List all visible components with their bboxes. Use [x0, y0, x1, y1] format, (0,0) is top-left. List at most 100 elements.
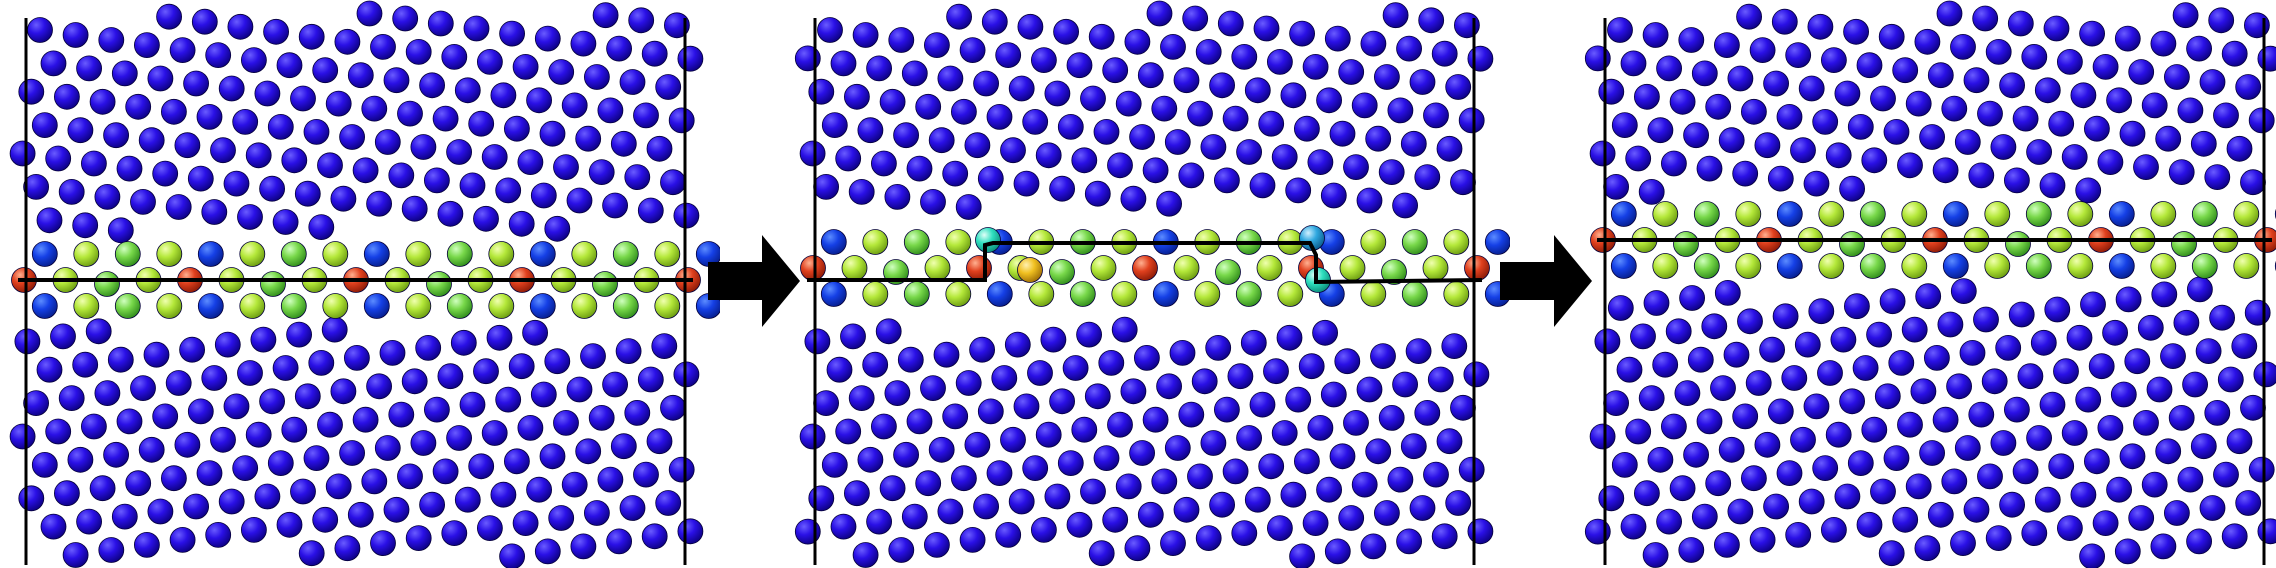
bulk-atom — [352, 406, 379, 433]
bulk-atom — [1927, 501, 1954, 528]
bulk-atom — [1378, 404, 1405, 431]
bulk-atom — [1642, 22, 1669, 48]
bulk-atom — [36, 207, 63, 234]
bulk-atom — [1732, 160, 1759, 187]
boundary-atom — [1132, 255, 1158, 281]
bulk-atom — [1825, 421, 1852, 448]
bulk-atom — [276, 52, 303, 79]
bulk-atom — [18, 485, 45, 512]
bulk-atom — [1812, 109, 1839, 135]
bulk-atom — [651, 333, 678, 360]
bulk-atom — [1370, 343, 1396, 370]
bulk-atom — [534, 25, 561, 52]
bulk-atom — [619, 69, 646, 95]
bulk-atom — [330, 185, 357, 212]
bulk-atom — [973, 493, 999, 520]
bulk-atom — [2240, 169, 2266, 196]
bulk-atom — [366, 190, 393, 217]
bulk-atom — [1409, 495, 1436, 521]
bulk-atom — [1120, 378, 1147, 405]
bulk-atom — [2004, 167, 2030, 194]
bulk-atom — [522, 319, 548, 346]
bulk-atom — [2235, 490, 2262, 516]
bulk-atom — [866, 508, 892, 535]
bulk-atom — [1467, 518, 1494, 545]
bulk-atom — [423, 396, 450, 423]
bulk-atom — [441, 44, 468, 70]
bulk-atom — [1057, 450, 1084, 477]
bulk-atom — [58, 178, 85, 205]
bulk-atom — [1151, 468, 1178, 495]
bulk-atom — [2083, 448, 2110, 475]
boundary-atom — [903, 281, 930, 307]
boundary-atom — [426, 271, 452, 297]
bulk-atom — [1652, 351, 1679, 378]
bulk-atom — [1656, 508, 1682, 535]
bulk-atom — [804, 328, 831, 355]
bulk-atom — [2199, 495, 2226, 521]
bulk-atom — [356, 0, 383, 27]
bulk-atom — [2168, 404, 2195, 431]
boundary-atom — [1839, 231, 1865, 257]
bulk-atom — [1182, 5, 1209, 32]
bulk-atom — [1798, 488, 1825, 515]
bulk-atom — [1396, 35, 1422, 62]
bulk-atom — [1776, 104, 1803, 130]
bulk-atom — [2190, 433, 2217, 460]
bulk-atom — [432, 458, 459, 485]
bulk-atom — [379, 339, 406, 366]
bulk-atom — [298, 23, 325, 50]
bulk-atom — [116, 408, 143, 435]
bulk-atom — [98, 27, 125, 53]
bulk-atom — [1022, 109, 1049, 135]
bulk-atom — [1741, 98, 1767, 125]
bulk-atom — [1678, 537, 1705, 563]
bulk-atom — [1115, 90, 1142, 117]
bulk-atom — [1878, 23, 1905, 50]
bulk-atom — [334, 535, 361, 562]
bulk-atom — [183, 70, 210, 97]
bulk-atom — [481, 420, 508, 446]
bulk-atom — [133, 32, 160, 58]
bulk-atom — [1066, 52, 1093, 79]
bulk-atom — [1387, 466, 1414, 493]
bulk-atom — [1625, 418, 1652, 445]
boundary-atom — [820, 281, 847, 307]
bulk-atom — [1107, 411, 1133, 438]
bulk-atom — [888, 27, 915, 53]
bulk-atom — [2012, 458, 2039, 485]
bulk-atom — [94, 183, 121, 210]
bulk-atom — [174, 132, 201, 159]
bulk-atom — [1803, 393, 1830, 420]
bulk-atom — [597, 97, 624, 124]
bulk-atom — [1400, 130, 1427, 157]
bulk-atom — [1954, 129, 1981, 155]
boundary-atom — [488, 241, 515, 267]
boundary-atom — [1173, 255, 1200, 281]
bulk-atom — [2012, 105, 2039, 132]
bulk-atom — [1937, 311, 1964, 338]
bulk-atom — [1825, 142, 1852, 169]
bulk-atom — [986, 460, 1013, 487]
bulk-atom — [1280, 82, 1307, 109]
boundary-atom — [1859, 201, 1886, 227]
bulk-atom — [1137, 501, 1164, 528]
boundary-atom — [114, 241, 141, 267]
bulk-atom — [937, 498, 964, 525]
bulk-atom — [191, 8, 218, 35]
bulk-atom — [1120, 185, 1147, 212]
bulk-atom — [1834, 80, 1861, 107]
bulk-atom — [116, 155, 143, 182]
bulk-atom — [1678, 27, 1705, 53]
bulk-atom — [2056, 49, 2083, 75]
bulk-atom — [964, 431, 991, 458]
bulk-atom — [1049, 388, 1075, 415]
bulk-atom — [294, 180, 321, 207]
boundary-atom — [1776, 253, 1803, 279]
bulk-atom — [1767, 398, 1794, 425]
bulk-atom — [2186, 276, 2213, 303]
bulk-atom — [1759, 336, 1785, 363]
bulk-atom — [156, 3, 183, 30]
bulk-atom — [2075, 386, 2102, 413]
bulk-atom — [267, 114, 294, 140]
